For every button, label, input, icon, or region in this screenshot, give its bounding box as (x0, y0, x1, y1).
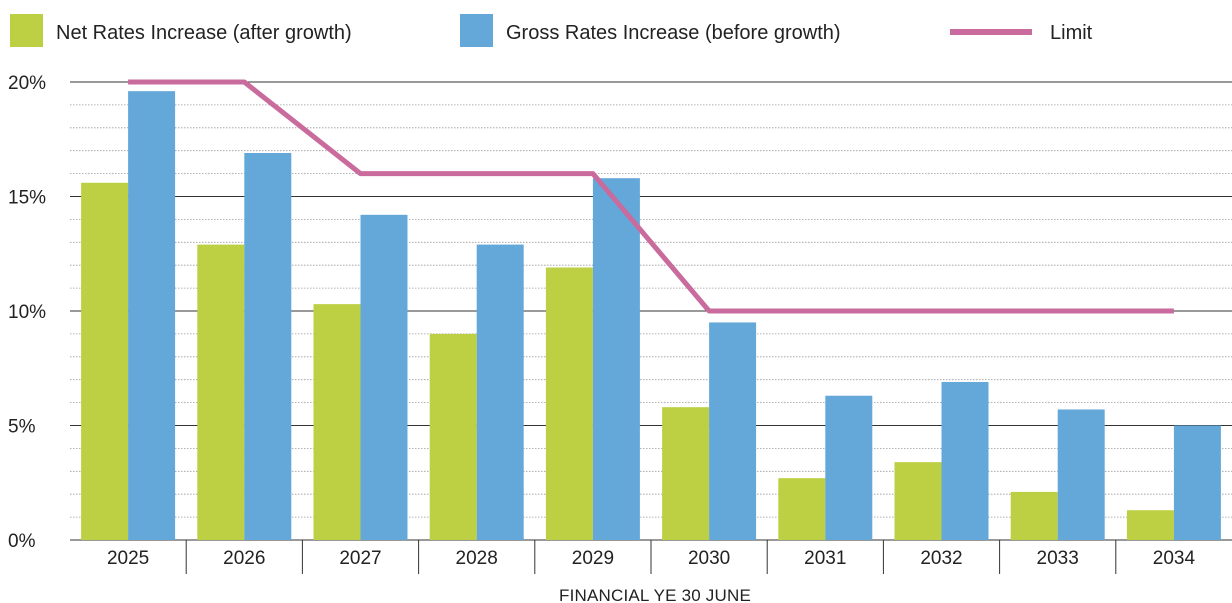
legend-label-gross: Gross Rates Increase (before growth) (506, 22, 841, 44)
y-tick-label: 15% (8, 188, 46, 209)
y-tick-label: 20% (8, 73, 46, 94)
net-bar (1126, 510, 1174, 540)
x-axis-title: FINANCIAL YE 30 JUNE (559, 586, 751, 603)
x-tick-label: 2034 (1153, 548, 1196, 569)
net-bar (429, 333, 477, 540)
x-tick-label: 2033 (1037, 548, 1079, 569)
x-tick-label: 2030 (688, 548, 730, 569)
net-bar (1010, 491, 1058, 540)
net-bar (81, 182, 129, 540)
gross-bar (1173, 425, 1221, 540)
x-tick-label: 2031 (804, 548, 846, 569)
legend-swatch-net (10, 14, 43, 47)
gross-bar (592, 178, 640, 540)
legend-swatch-gross (460, 14, 493, 47)
x-tick-label: 2026 (223, 548, 265, 569)
net-bar (545, 267, 593, 540)
x-tick-label: 2028 (456, 548, 498, 569)
net-bar (197, 244, 245, 540)
net-bar (662, 407, 710, 540)
gross-bar (941, 381, 989, 540)
legend: Net Rates Increase (after growth) Gross … (10, 14, 1093, 47)
gross-bar (709, 322, 757, 540)
gross-bar (360, 214, 408, 540)
gross-bar (825, 395, 873, 540)
x-tick-label: 2027 (339, 548, 381, 569)
legend-label-limit: Limit (1050, 22, 1093, 44)
net-bar (313, 304, 361, 540)
limit-series (128, 79, 1174, 314)
y-axis: 0% 5% 10% 15% 20% (8, 73, 46, 552)
gross-bar (1057, 409, 1105, 540)
y-tick-label: 0% (8, 531, 36, 552)
net-bar (778, 478, 826, 540)
y-tick-label: 10% (8, 302, 46, 323)
net-bar (894, 462, 942, 540)
x-tick-label: 2032 (920, 548, 962, 569)
limit-line (128, 79, 1174, 314)
x-tick-label: 2029 (572, 548, 614, 569)
gross-bar (476, 244, 524, 540)
gross-bar (244, 152, 292, 541)
x-axis: 2025 2026 2027 2028 2029 2030 2031 2032 2033 2034 (107, 540, 1196, 574)
bars (81, 91, 1221, 541)
x-tick-label: 2025 (107, 548, 149, 569)
gross-bar (128, 91, 176, 540)
legend-label-net: Net Rates Increase (after growth) (56, 22, 352, 44)
y-tick-label: 5% (8, 417, 36, 438)
